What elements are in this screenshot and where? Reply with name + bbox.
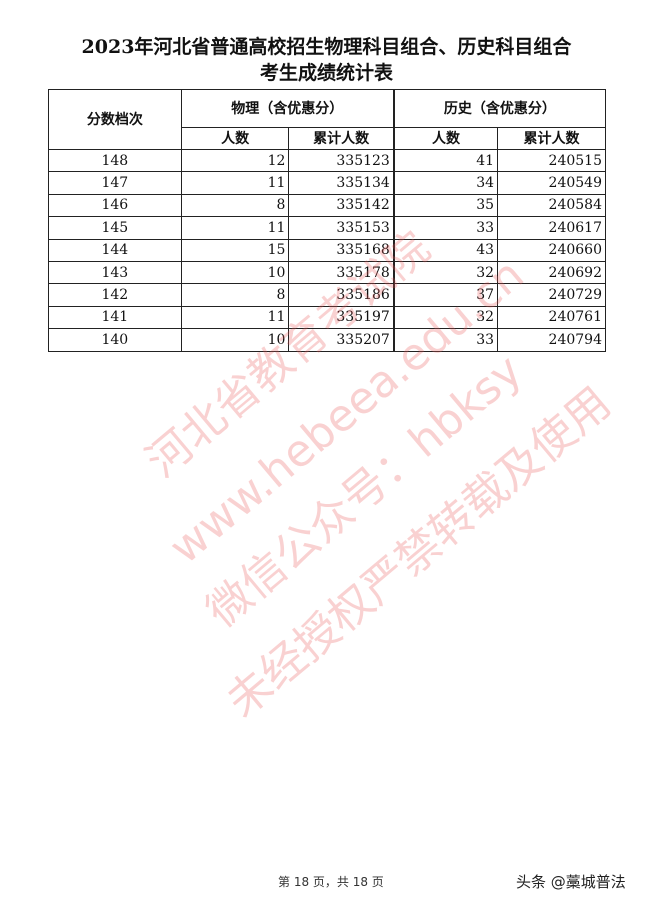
cell-h-count: 34 <box>392 171 499 195</box>
cell-h-count: 41 <box>392 148 499 173</box>
cell-p-cum: 335153 <box>288 216 395 240</box>
cell-score: 142 <box>48 283 182 307</box>
table-row: 141 11 335197 32 240761 <box>48 305 606 330</box>
cell-h-cum: 240584 <box>497 193 606 218</box>
cell-p-count: 12 <box>180 148 290 173</box>
cell-p-cum: 335178 <box>288 260 395 285</box>
watermark-line: 微信公众号：hbksy <box>197 344 532 638</box>
cell-h-count: 32 <box>392 260 499 285</box>
table-row: 142 8 335186 37 240729 <box>48 283 606 307</box>
cell-p-cum: 335123 <box>288 148 395 173</box>
page-title: 2023年河北省普通高校招生物理科目组合、历史科目组合 <box>81 36 572 58</box>
cell-h-cum: 240515 <box>497 148 606 173</box>
cell-h-cum: 240660 <box>497 238 606 262</box>
cell-h-count: 33 <box>392 328 499 352</box>
header-history-count: 人数 <box>392 127 499 150</box>
header-physics-count: 人数 <box>180 127 290 150</box>
cell-score: 148 <box>48 148 182 173</box>
cell-p-count: 11 <box>180 171 290 195</box>
table-row: 146 8 335142 35 240584 <box>48 193 606 218</box>
cell-p-count: 10 <box>180 328 290 352</box>
cell-p-cum: 335142 <box>288 193 395 218</box>
table-row: 140 10 335207 33 240794 <box>48 328 606 352</box>
cell-h-cum: 240794 <box>497 328 606 352</box>
page-subtitle: 考生成绩统计表 <box>259 62 393 84</box>
cell-score: 147 <box>48 171 182 195</box>
cell-h-cum: 240761 <box>497 305 606 330</box>
cell-score: 140 <box>48 328 182 352</box>
cell-h-cum: 240692 <box>497 260 606 285</box>
cell-h-count: 43 <box>392 238 499 262</box>
page-number: 第 18 页，共 18 页 <box>278 875 384 889</box>
header-history: 历史（含优惠分） <box>392 89 606 128</box>
brand-watermark: 头条 @藁城普法 <box>516 873 626 891</box>
table-row: 147 11 335134 34 240549 <box>48 171 606 195</box>
cell-p-count: 10 <box>180 260 290 285</box>
header-physics-cumulative: 累计人数 <box>288 127 395 150</box>
cell-p-cum: 335134 <box>288 171 395 195</box>
cell-h-count: 37 <box>392 283 499 307</box>
table-row: 144 15 335168 43 240660 <box>48 238 606 262</box>
cell-h-cum: 240549 <box>497 171 606 195</box>
watermark-line: 未经授权严禁转载及使用 <box>217 377 621 728</box>
header-physics: 物理（含优惠分） <box>180 89 395 128</box>
cell-score: 145 <box>48 216 182 240</box>
cell-p-count: 8 <box>180 283 290 307</box>
score-table: 分数档次 物理（含优惠分） 历史（含优惠分） 人数 累计人数 人数 累计人数 1… <box>48 89 606 352</box>
cell-score: 141 <box>48 305 182 330</box>
cell-h-cum: 240729 <box>497 283 606 307</box>
cell-h-cum: 240617 <box>497 216 606 240</box>
table-row: 143 10 335178 32 240692 <box>48 260 606 285</box>
cell-score: 143 <box>48 260 182 285</box>
cell-p-cum: 335168 <box>288 238 395 262</box>
header-score: 分数档次 <box>48 89 182 150</box>
cell-p-cum: 335186 <box>288 283 395 307</box>
cell-p-cum: 335207 <box>288 328 395 352</box>
cell-h-count: 35 <box>392 193 499 218</box>
header-history-cumulative: 累计人数 <box>497 127 606 150</box>
cell-h-count: 32 <box>392 305 499 330</box>
cell-score: 144 <box>48 238 182 262</box>
cell-p-count: 8 <box>180 193 290 218</box>
cell-p-count: 11 <box>180 216 290 240</box>
cell-p-cum: 335197 <box>288 305 395 330</box>
cell-score: 146 <box>48 193 182 218</box>
table-row: 148 12 335123 41 240515 <box>48 148 606 173</box>
cell-p-count: 11 <box>180 305 290 330</box>
table-row: 145 11 335153 33 240617 <box>48 216 606 240</box>
cell-p-count: 15 <box>180 238 290 262</box>
cell-h-count: 33 <box>392 216 499 240</box>
